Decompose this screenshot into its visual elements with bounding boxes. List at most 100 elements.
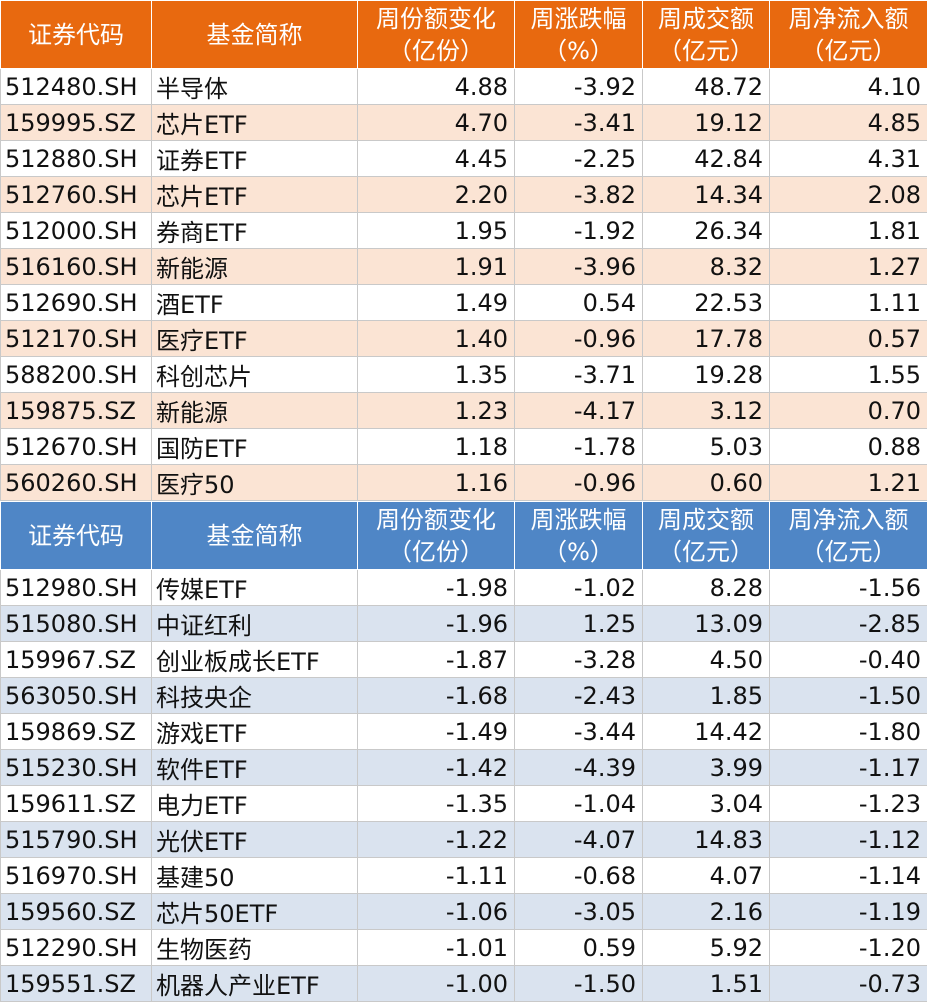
cell-turnover: 14.42	[643, 714, 770, 750]
cell-net-inflow: -0.73	[770, 966, 927, 1002]
cell-name: 机器人产业ETF	[152, 966, 358, 1002]
cell-name: 创业板成长ETF	[152, 642, 358, 678]
cell-name: 基建50	[152, 858, 358, 894]
cell-net-inflow: 1.55	[770, 357, 927, 393]
cell-name: 医疗50	[152, 465, 358, 501]
cell-share-change: 1.91	[358, 249, 515, 285]
cell-turnover: 8.28	[643, 570, 770, 606]
cell-change-pct: 1.25	[515, 606, 643, 642]
cell-name: 芯片ETF	[152, 177, 358, 213]
cell-share-change: 1.40	[358, 321, 515, 357]
header-change-pct: 周涨跌幅（%）	[515, 502, 643, 570]
cell-change-pct: -3.44	[515, 714, 643, 750]
cell-turnover: 42.84	[643, 141, 770, 177]
cell-code: 512480.SH	[1, 69, 152, 105]
cell-share-change: 1.35	[358, 357, 515, 393]
cell-change-pct: -1.50	[515, 966, 643, 1002]
cell-name: 酒ETF	[152, 285, 358, 321]
cell-net-inflow: 0.57	[770, 321, 927, 357]
cell-change-pct: 0.59	[515, 930, 643, 966]
cell-turnover: 2.16	[643, 894, 770, 930]
cell-name: 证券ETF	[152, 141, 358, 177]
cell-share-change: -1.00	[358, 966, 515, 1002]
cell-change-pct: -4.07	[515, 822, 643, 858]
cell-net-inflow: -1.12	[770, 822, 927, 858]
cell-turnover: 4.07	[643, 858, 770, 894]
cell-change-pct: -3.41	[515, 105, 643, 141]
cell-turnover: 1.51	[643, 966, 770, 1002]
cell-change-pct: -1.02	[515, 570, 643, 606]
cell-change-pct: -2.25	[515, 141, 643, 177]
cell-turnover: 14.34	[643, 177, 770, 213]
cell-name: 医疗ETF	[152, 321, 358, 357]
cell-net-inflow: 0.70	[770, 393, 927, 429]
cell-net-inflow: -1.14	[770, 858, 927, 894]
cell-code: 515230.SH	[1, 750, 152, 786]
header-turnover: 周成交额（亿元）	[643, 1, 770, 69]
cell-turnover: 4.50	[643, 642, 770, 678]
cell-net-inflow: -2.85	[770, 606, 927, 642]
cell-name: 科创芯片	[152, 357, 358, 393]
cell-name: 科技央企	[152, 678, 358, 714]
cell-net-inflow: 1.21	[770, 465, 927, 501]
cell-net-inflow: 1.11	[770, 285, 927, 321]
header-share-change: 周份额变化（亿份）	[358, 1, 515, 69]
cell-name: 半导体	[152, 69, 358, 105]
cell-turnover: 3.04	[643, 786, 770, 822]
cell-net-inflow: 2.08	[770, 177, 927, 213]
header-share-change: 周份额变化（亿份）	[358, 502, 515, 570]
cell-net-inflow: 1.27	[770, 249, 927, 285]
cell-code: 159560.SZ	[1, 894, 152, 930]
cell-turnover: 5.92	[643, 930, 770, 966]
cell-name: 中证红利	[152, 606, 358, 642]
cell-net-inflow: 4.31	[770, 141, 927, 177]
cell-share-change: -1.06	[358, 894, 515, 930]
cell-code: 515790.SH	[1, 822, 152, 858]
cell-share-change: 1.23	[358, 393, 515, 429]
cell-code: 516970.SH	[1, 858, 152, 894]
cell-change-pct: -0.96	[515, 465, 643, 501]
cell-share-change: 1.18	[358, 429, 515, 465]
cell-code: 512760.SH	[1, 177, 152, 213]
cell-name: 光伏ETF	[152, 822, 358, 858]
cell-turnover: 48.72	[643, 69, 770, 105]
cell-code: 512170.SH	[1, 321, 152, 357]
header-turnover: 周成交额（亿元）	[643, 502, 770, 570]
cell-share-change: -1.11	[358, 858, 515, 894]
cell-turnover: 8.32	[643, 249, 770, 285]
cell-code: 159995.SZ	[1, 105, 152, 141]
cell-change-pct: -4.39	[515, 750, 643, 786]
cell-turnover: 22.53	[643, 285, 770, 321]
cell-net-inflow: -1.50	[770, 678, 927, 714]
cell-turnover: 0.60	[643, 465, 770, 501]
cell-share-change: -1.96	[358, 606, 515, 642]
cell-share-change: -1.98	[358, 570, 515, 606]
cell-turnover: 17.78	[643, 321, 770, 357]
cell-code: 516160.SH	[1, 249, 152, 285]
cell-name: 芯片50ETF	[152, 894, 358, 930]
cell-turnover: 14.83	[643, 822, 770, 858]
cell-change-pct: -3.82	[515, 177, 643, 213]
cell-share-change: 4.45	[358, 141, 515, 177]
cell-share-change: 4.88	[358, 69, 515, 105]
cell-name: 电力ETF	[152, 786, 358, 822]
cell-share-change: 4.70	[358, 105, 515, 141]
cell-net-inflow: 4.85	[770, 105, 927, 141]
cell-net-inflow: -1.17	[770, 750, 927, 786]
bottom-outflow-table: 证券代码 基金简称 周份额变化（亿份） 周涨跌幅（%） 周成交额（亿元） 周净流…	[0, 501, 927, 1002]
